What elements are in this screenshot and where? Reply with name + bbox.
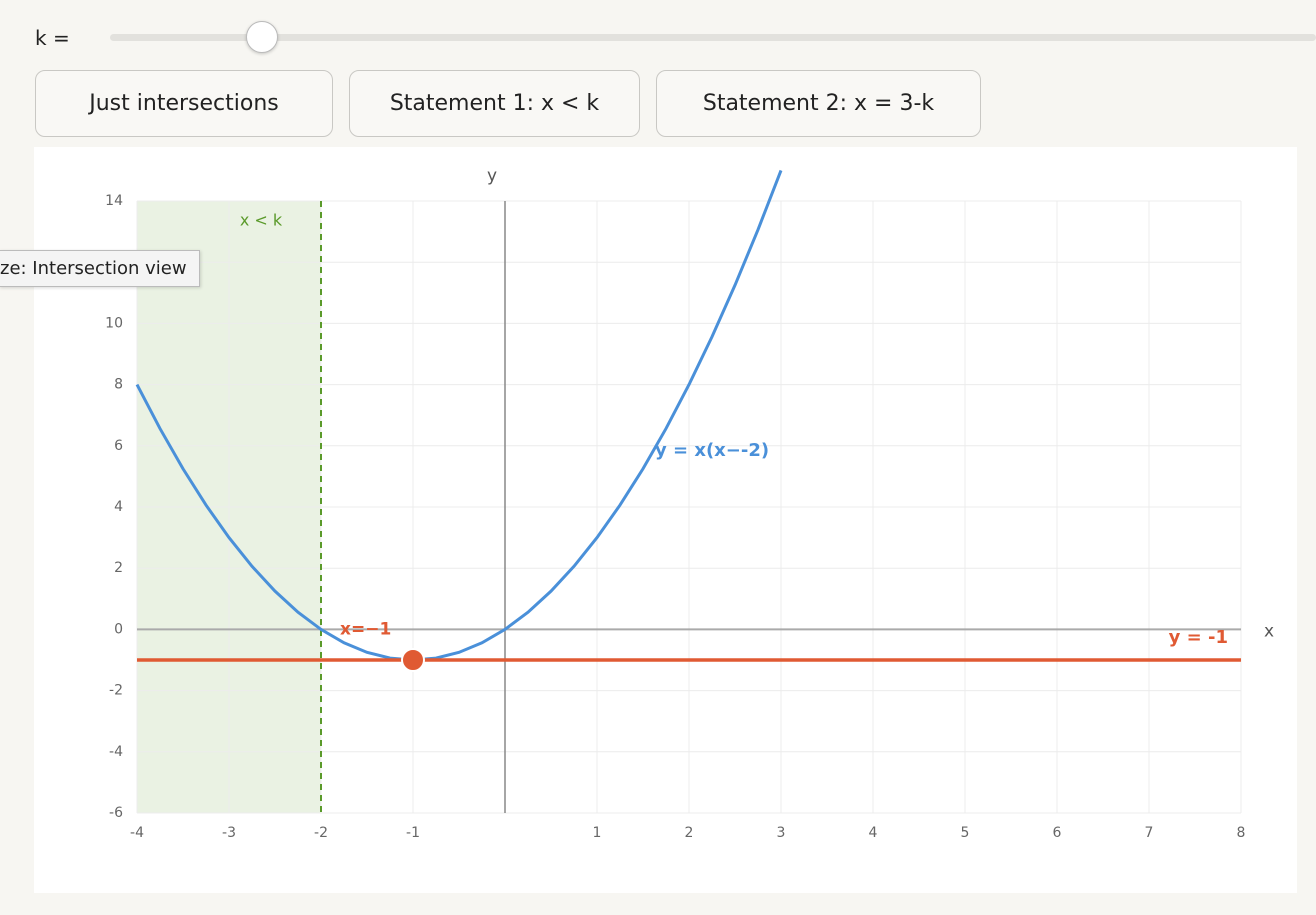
y-tick-label: 2 [114,560,123,576]
y-tick-label: -4 [109,744,123,760]
x-tick-label: 4 [869,825,878,841]
series-label: y = -1 [1169,627,1228,648]
series-line [135,169,783,662]
y-tick-label: 0 [114,621,123,637]
y-axis-title: y [487,166,497,186]
x-tick-label: 7 [1145,825,1154,841]
k-slider[interactable] [110,34,1316,41]
slider-thumb[interactable] [246,21,278,53]
k-label: k = [35,26,70,50]
y-tick-label: -2 [109,683,123,699]
point-label: x=−1 [340,619,391,639]
x-tick-label: 1 [593,825,602,841]
y-tick-label: 14 [105,193,123,209]
y-tick-label: -6 [109,805,123,821]
x-tick-label: -2 [314,825,328,841]
y-tick-label: 4 [114,499,123,515]
button[interactable]: Statement 1: x < k [349,70,640,137]
x-axis-title: x [1264,621,1274,641]
x-tick-label: -3 [222,825,236,841]
button[interactable]: Statement 2: x = 3-k [656,70,981,137]
x-tick-label: -1 [406,825,420,841]
y-tick-label: 8 [114,377,123,393]
y-tick-label: 10 [105,315,123,331]
x-tick-label: 3 [777,825,786,841]
intersection-point [401,648,425,672]
x-tick-label: 8 [1237,825,1246,841]
x-tick-label: 5 [961,825,970,841]
y-tick-label: 6 [114,438,123,454]
region-label: x < k [240,211,283,230]
x-tick-label: -4 [130,825,144,841]
x-tick-label: 2 [685,825,694,841]
tooltip: ze: Intersection view [0,250,200,287]
x-tick-label: 6 [1053,825,1062,841]
series-label: y = x(x−-2) [655,440,769,461]
chart-panel [34,147,1297,893]
button[interactable]: Just intersections [35,70,333,137]
